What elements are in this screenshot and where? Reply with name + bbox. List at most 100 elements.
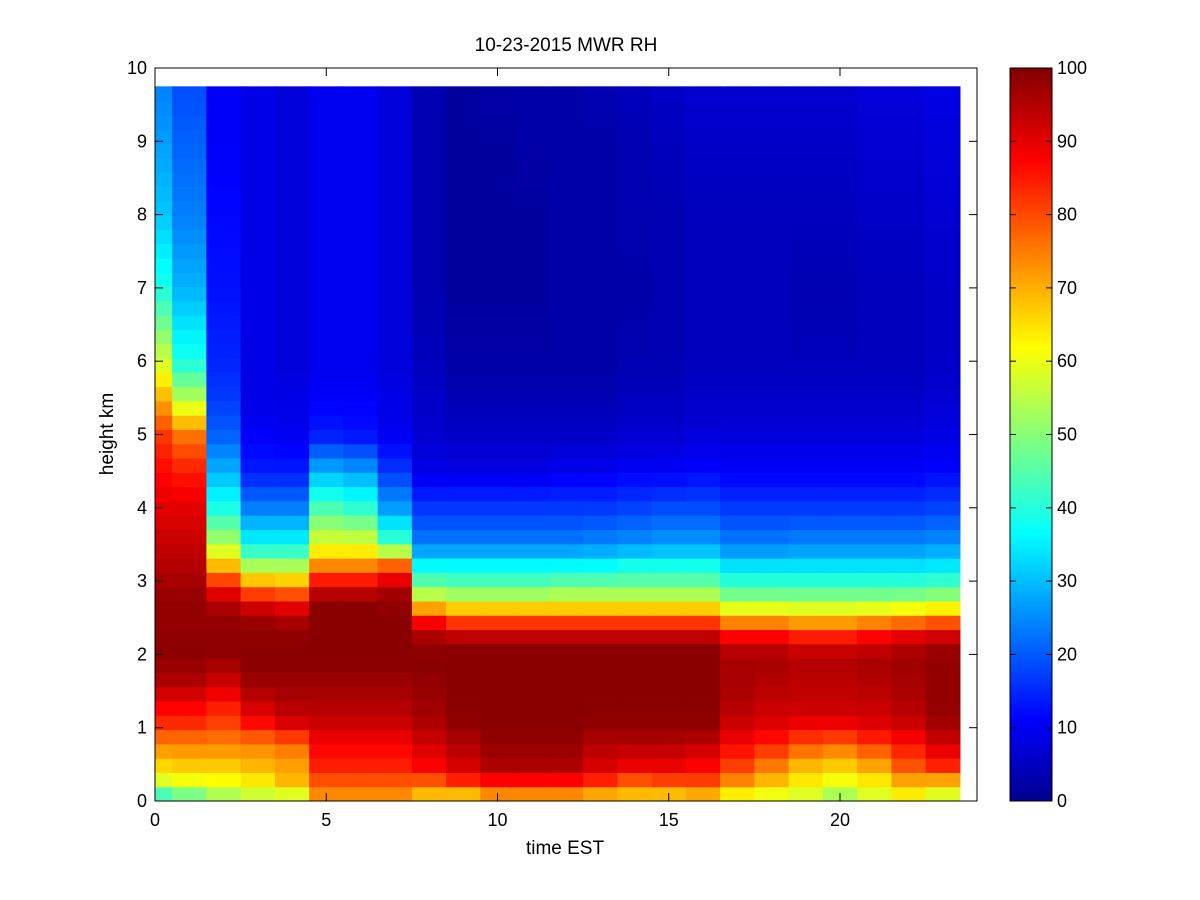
heatmap-cell [754, 472, 790, 488]
heatmap-cell [617, 758, 653, 774]
heatmap-cell [155, 386, 173, 402]
heatmap-cell [480, 372, 516, 388]
heatmap-cell [155, 686, 173, 702]
heatmap-cell [891, 486, 927, 502]
heatmap-cell [514, 415, 550, 430]
heatmap-cell [411, 257, 447, 273]
heatmap-cell [514, 243, 550, 259]
heatmap-cell [240, 114, 276, 130]
heatmap-cell [822, 672, 858, 688]
heatmap-cell [891, 157, 927, 173]
heatmap-cell [583, 529, 618, 545]
heatmap-cell [514, 272, 550, 288]
heatmap-cell [583, 629, 618, 645]
heatmap-cell [480, 86, 516, 102]
heatmap-cell [857, 586, 892, 602]
heatmap-cell [411, 715, 447, 731]
heatmap-cell [891, 500, 927, 516]
heatmap-cell [343, 400, 379, 416]
heatmap-cell [309, 186, 344, 202]
heatmap-cell [822, 486, 858, 502]
heatmap-cell [309, 443, 344, 459]
heatmap-cell [274, 357, 310, 373]
heatmap-cell [206, 86, 242, 102]
heatmap-cell [857, 729, 892, 745]
heatmap-cell [685, 415, 721, 430]
heatmap-cell [583, 758, 618, 774]
heatmap-cell [411, 686, 447, 702]
heatmap-cell [891, 572, 927, 588]
heatmap-cell [822, 229, 858, 245]
heatmap-cell [548, 486, 584, 502]
heatmap-cell [583, 386, 618, 402]
heatmap-cell [155, 629, 173, 645]
heatmap-cell [754, 700, 790, 716]
heatmap-cell [891, 629, 927, 645]
heatmap-cell [857, 558, 892, 573]
heatmap-cell [377, 143, 413, 159]
heatmap-cell [514, 386, 550, 402]
heatmap-cell [480, 558, 516, 573]
heatmap-cell [274, 114, 310, 130]
heatmap-cell [411, 486, 447, 502]
heatmap-cell [685, 343, 721, 359]
x-tick-label: 20 [830, 810, 850, 830]
heatmap-cell [377, 658, 413, 673]
heatmap-cell [891, 272, 927, 288]
heatmap-cell [548, 372, 584, 388]
heatmap-cell [172, 315, 207, 330]
x-tick-labels: 0 5 10 15 20 [150, 810, 850, 830]
heatmap-cell [548, 572, 584, 588]
heatmap-cell [754, 743, 790, 759]
heatmap-cell [720, 600, 755, 616]
heatmap-cell [651, 572, 687, 588]
heatmap-cell [274, 386, 310, 402]
heatmap-cell [583, 515, 618, 531]
heatmap-cell [583, 615, 618, 631]
heatmap-cell [617, 229, 653, 245]
heatmap-cell [857, 672, 892, 688]
colorbar-tick-label: 0 [1057, 791, 1067, 811]
heatmap-cell [240, 700, 276, 716]
heatmap-cell [583, 329, 618, 345]
heatmap-cell [788, 572, 824, 588]
heatmap-cell [206, 500, 242, 516]
heatmap-cell [172, 157, 207, 173]
heatmap-cell [411, 672, 447, 688]
heatmap-cell [651, 643, 687, 659]
heatmap-cell [240, 243, 276, 259]
heatmap-cell [240, 457, 276, 473]
heatmap-cell [857, 100, 892, 116]
heatmap-cell [720, 386, 755, 402]
heatmap-cell [309, 172, 344, 187]
heatmap-cell [155, 272, 173, 288]
heatmap-cell [274, 329, 310, 345]
heatmap-cell [891, 558, 927, 573]
heatmap-cell [925, 715, 961, 731]
heatmap-cell [685, 615, 721, 631]
heatmap-cell [925, 172, 961, 187]
heatmap-cell [548, 643, 584, 659]
heatmap-cell [480, 114, 516, 130]
heatmap-cell [155, 129, 173, 145]
colorbar-tick-label: 60 [1057, 351, 1077, 371]
heatmap-cell [206, 329, 242, 345]
heatmap-cell [480, 157, 516, 173]
heatmap-cell [617, 515, 653, 531]
heatmap-cell [548, 229, 584, 245]
heatmap-cell [172, 357, 207, 373]
heatmap-cell [822, 172, 858, 187]
heatmap-cell [446, 100, 481, 116]
heatmap-cell [617, 500, 653, 516]
heatmap-cell [685, 658, 721, 673]
heatmap-cell [240, 658, 276, 673]
heatmap-cell [446, 629, 481, 645]
colorbar-tick-label: 70 [1057, 278, 1077, 298]
heatmap-cell [377, 586, 413, 602]
heatmap-cell [480, 672, 516, 688]
heatmap-cell [172, 443, 207, 459]
heatmap-cell [480, 700, 516, 716]
heatmap-cell [822, 743, 858, 759]
heatmap-cell [172, 343, 207, 359]
heatmap-cell [925, 214, 961, 230]
